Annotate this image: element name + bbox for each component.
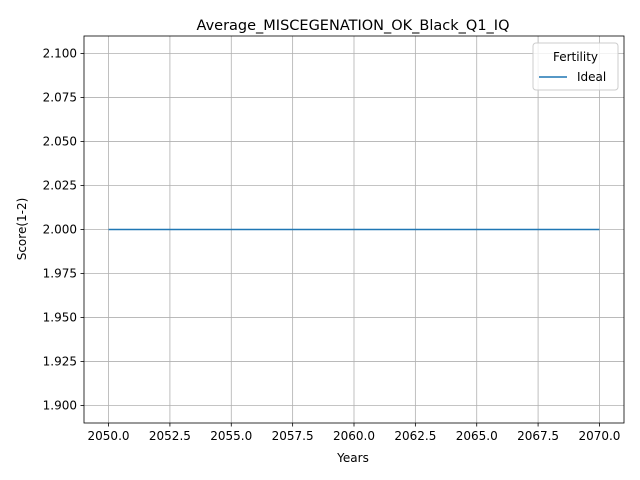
x-tick-label: 2055.0: [210, 429, 252, 443]
x-tick-label: 2060.0: [333, 429, 375, 443]
y-tick-label: 1.950: [43, 310, 77, 324]
y-tick-label: 2.100: [43, 47, 77, 61]
x-axis: 2050.0 2052.5 2055.0 2057.5 2060.0 2062.5 2065…: [88, 423, 620, 443]
y-axis-label: Score(1-2): [15, 198, 29, 261]
y-tick-label: 2.025: [43, 179, 77, 193]
legend-box: [532, 42, 619, 91]
y-tick-label: 1.900: [43, 398, 77, 412]
legend-title: Fertility: [553, 50, 598, 64]
y-tick-label: 2.050: [43, 135, 77, 149]
x-tick-label: 2062.5: [394, 429, 436, 443]
legend: Fertility Ideal: [532, 42, 619, 91]
y-tick-label: 2.075: [43, 91, 77, 105]
x-tick-label: 2052.5: [149, 429, 191, 443]
x-tick-label: 2070.0: [578, 429, 620, 443]
y-tick-label: 2.000: [43, 223, 77, 237]
chart-title: Average_MISCEGENATION_OK_Black_Q1_IQ: [197, 18, 510, 34]
y-tick-label: 1.925: [43, 354, 77, 368]
y-axis: 1.900 1.925 1.950 1.975 2.000 2.025 2.050 2.075…: [43, 47, 84, 412]
x-tick-label: 2067.5: [517, 429, 559, 443]
x-tick-label: 2050.0: [88, 429, 130, 443]
x-tick-label: 2065.0: [456, 429, 498, 443]
y-tick-label: 1.975: [43, 266, 77, 280]
legend-label-ideal: Ideal: [577, 70, 606, 84]
x-axis-label: Years: [336, 451, 369, 465]
x-tick-label: 2057.5: [272, 429, 314, 443]
